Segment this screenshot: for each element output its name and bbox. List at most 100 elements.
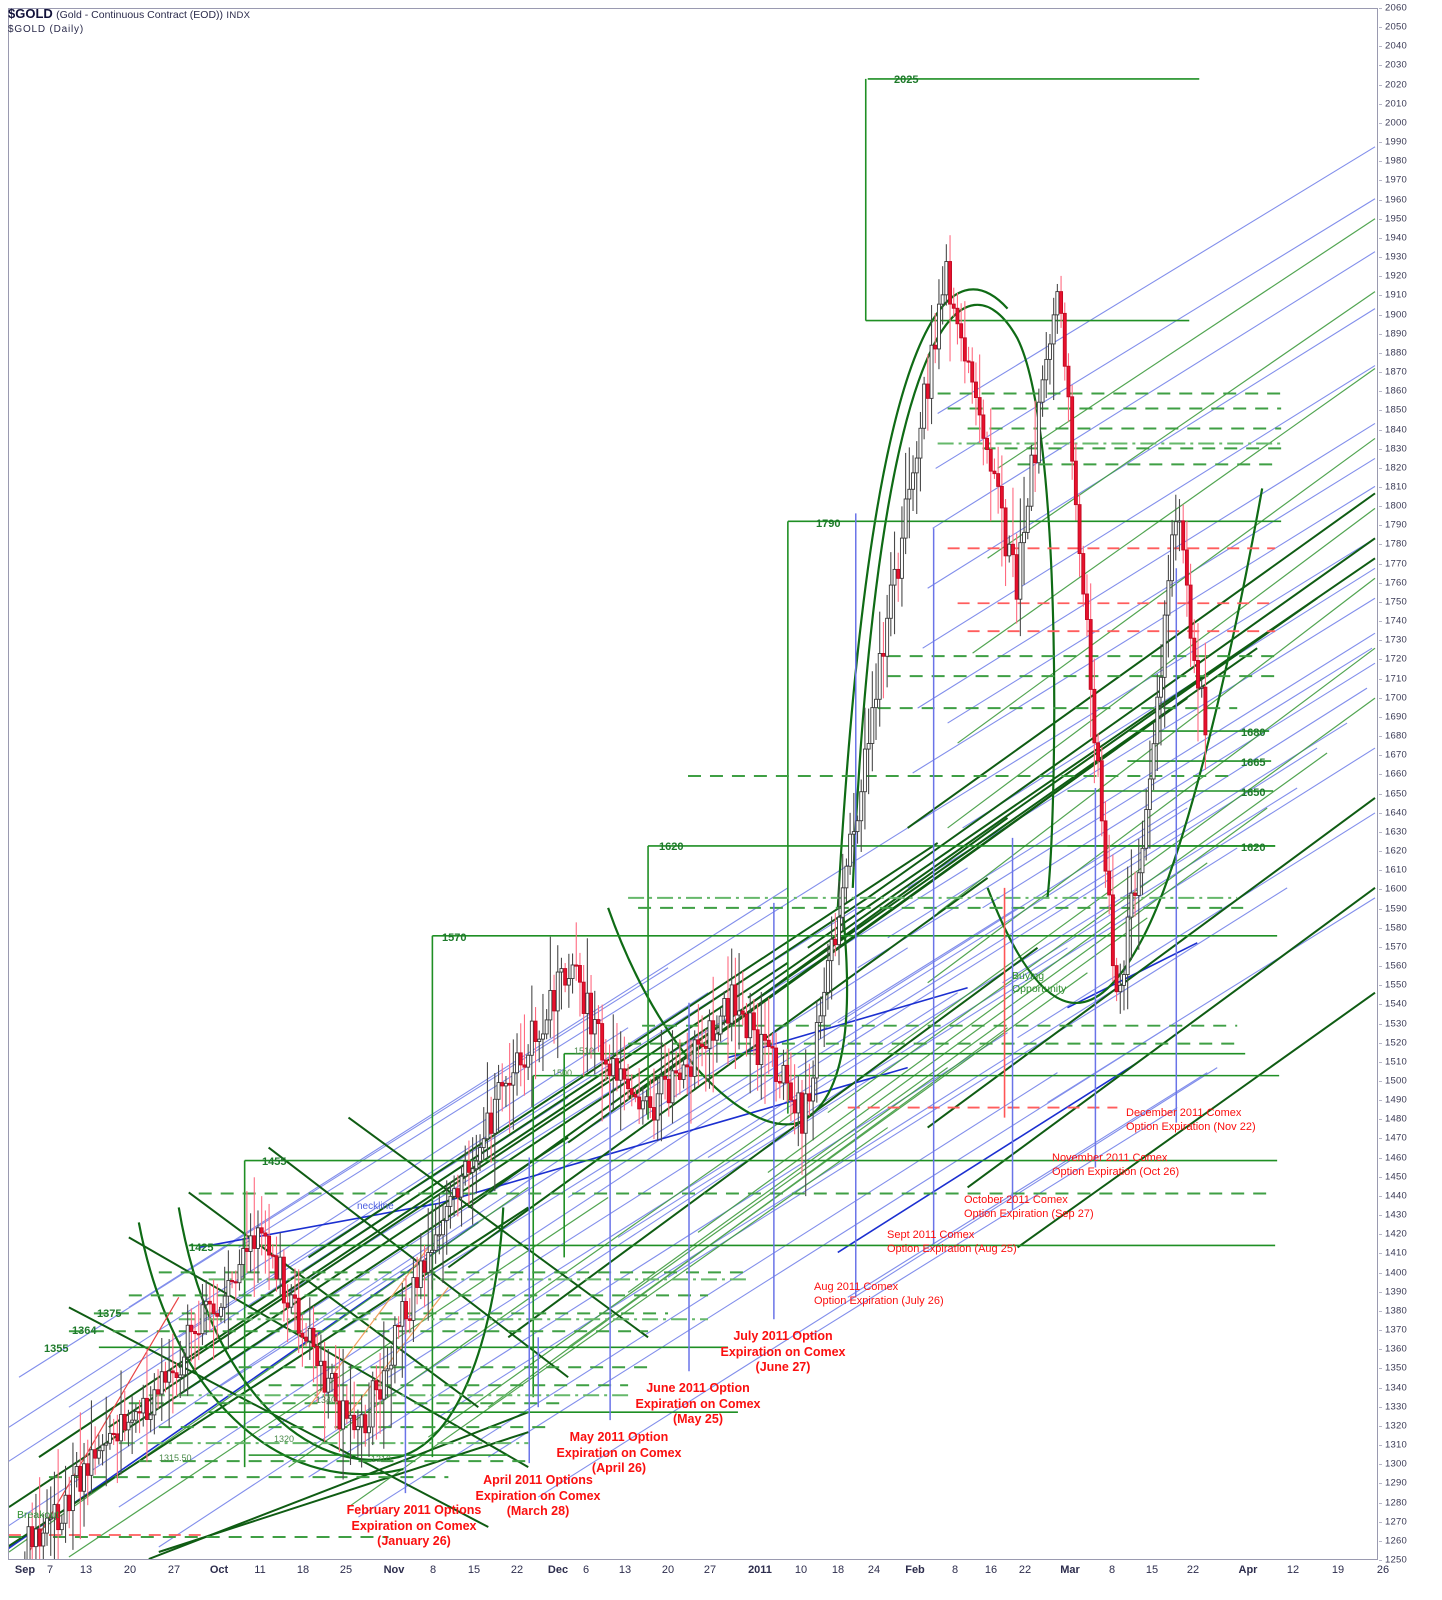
- candle-body: [222, 1295, 227, 1308]
- price-axis-tick-mark: [1379, 985, 1382, 987]
- price-level-label: 1665: [1241, 757, 1266, 769]
- candle-body: [315, 1346, 320, 1367]
- candle-body: [104, 1442, 109, 1446]
- candle-body: [622, 1068, 627, 1080]
- annotation-line: Option Expiration (Nov 22): [1126, 1120, 1256, 1133]
- candle-body: [618, 1068, 623, 1081]
- option-expiration-annotation: October 2011 Comex Option Expiration (Sep…: [964, 1194, 1094, 1222]
- candle-body: [825, 960, 830, 993]
- date-axis-tick: 10: [794, 1564, 808, 1576]
- candle-body: [626, 1078, 631, 1090]
- price-axis[interactable]: 2060 2050 2040 2030 2020 2010 2000 1990 1980 1970…: [1379, 3, 1441, 1566]
- price-axis-tick-mark: [1379, 697, 1382, 699]
- price-axis-tick-mark: [1379, 812, 1382, 814]
- candle-body: [737, 1010, 742, 1016]
- date-axis-tick: 24: [867, 1564, 881, 1576]
- candle-body: [955, 307, 960, 325]
- candle-body: [1133, 892, 1138, 896]
- candle-body: [215, 1313, 220, 1317]
- candle-body: [433, 1234, 438, 1251]
- price-axis-tick: 1590: [1385, 903, 1407, 915]
- price-level-label: 1620: [1241, 842, 1266, 854]
- option-expiration-annotation: February 2011 Options Expiration on Comex…: [347, 1503, 482, 1550]
- date-axis-tick: Dec: [547, 1564, 569, 1576]
- candle-body: [629, 1088, 634, 1095]
- price-axis-tick-mark: [1379, 27, 1382, 29]
- candle-body: [1125, 916, 1130, 975]
- candle-body: [30, 1526, 35, 1548]
- price-axis-tick: 1460: [1385, 1152, 1407, 1164]
- candle-body: [96, 1450, 101, 1459]
- candle-body: [892, 568, 897, 586]
- candle-body: [992, 470, 997, 475]
- price-axis-tick-mark: [1379, 659, 1382, 661]
- candle-body: [437, 1234, 442, 1237]
- candle-body: [344, 1400, 349, 1419]
- date-axis-tick: 7: [46, 1564, 54, 1576]
- price-axis-tick-mark: [1379, 678, 1382, 680]
- candle-body: [566, 978, 571, 986]
- candle-body: [37, 1528, 42, 1547]
- price-plot-area[interactable]: 2025 1790 1620 1570 1510 1500 1455 1425 1375 1364…: [8, 8, 1378, 1560]
- candle-body: [41, 1532, 46, 1547]
- candle-body: [726, 998, 730, 1024]
- candle-body: [270, 1254, 275, 1257]
- candle-body: [555, 971, 560, 1012]
- date-axis-tick: 8: [951, 1564, 959, 1576]
- price-axis-tick-mark: [1379, 161, 1382, 163]
- date-axis-tick: 18: [831, 1564, 845, 1576]
- candle-body: [703, 1046, 708, 1049]
- candle-body: [936, 303, 941, 350]
- candle-body: [951, 303, 956, 309]
- candle-body: [89, 1449, 94, 1476]
- candle-body: [385, 1368, 390, 1372]
- price-axis-tick: 1840: [1385, 424, 1407, 436]
- annotation-line: Expiration on Comex: [351, 1518, 477, 1533]
- candle-body: [711, 1020, 716, 1041]
- candle-body: [544, 1019, 549, 1035]
- price-axis-tick: 1660: [1385, 768, 1407, 780]
- candle-body: [159, 1371, 164, 1395]
- candle-body: [973, 381, 978, 399]
- price-axis-tick-mark: [1379, 640, 1382, 642]
- candle-body: [533, 1020, 538, 1042]
- annotation-line: (April 26): [591, 1461, 647, 1476]
- candle-body: [259, 1227, 264, 1234]
- candle-body: [944, 261, 949, 296]
- price-axis-tick-mark: [1379, 487, 1382, 488]
- price-level-label: 1790: [816, 518, 841, 530]
- candle-body: [785, 1064, 790, 1084]
- candle-body: [185, 1324, 190, 1358]
- price-axis-tick-mark: [1379, 563, 1382, 565]
- candle-body: [59, 1522, 64, 1531]
- candle-body: [1162, 614, 1167, 678]
- candle-body: [1184, 549, 1189, 586]
- date-axis-tick: 22: [510, 1564, 524, 1576]
- price-axis-tick: 1820: [1385, 462, 1407, 474]
- candle-body: [1170, 534, 1175, 582]
- date-axis-tick: 16: [984, 1564, 998, 1576]
- annotation-line: June 2011 Option: [646, 1381, 750, 1395]
- candle-body: [659, 1075, 664, 1095]
- candle-body: [977, 397, 982, 416]
- candle-body: [145, 1397, 149, 1420]
- option-expiration-annotation: Sept 2011 Comex Option Expiration (Aug 25…: [887, 1229, 1017, 1257]
- price-axis-tick: 2040: [1385, 40, 1407, 52]
- candle-body: [589, 992, 594, 1035]
- price-axis-tick: 1440: [1385, 1190, 1407, 1202]
- candle-body: [670, 1070, 675, 1104]
- candle-body: [803, 1093, 808, 1134]
- candle-body: [204, 1300, 209, 1306]
- price-axis-tick-mark: [1379, 908, 1382, 910]
- annotation-line: (January 26): [377, 1534, 451, 1549]
- candle-body: [1048, 343, 1052, 360]
- price-axis-tick: 2050: [1385, 21, 1407, 33]
- price-axis-tick-mark: [1379, 1560, 1382, 1561]
- date-axis[interactable]: Sep 7 13 20 27 Oct 11 18 25 Nov 8 15 22 Dec 6 13 20 27 201…: [0, 1564, 1442, 1590]
- candle-body: [1055, 291, 1060, 316]
- candle-body: [714, 1033, 719, 1041]
- candle-body: [537, 1038, 542, 1042]
- annotation-line: (June 27): [755, 1360, 811, 1375]
- candle-body: [74, 1466, 79, 1477]
